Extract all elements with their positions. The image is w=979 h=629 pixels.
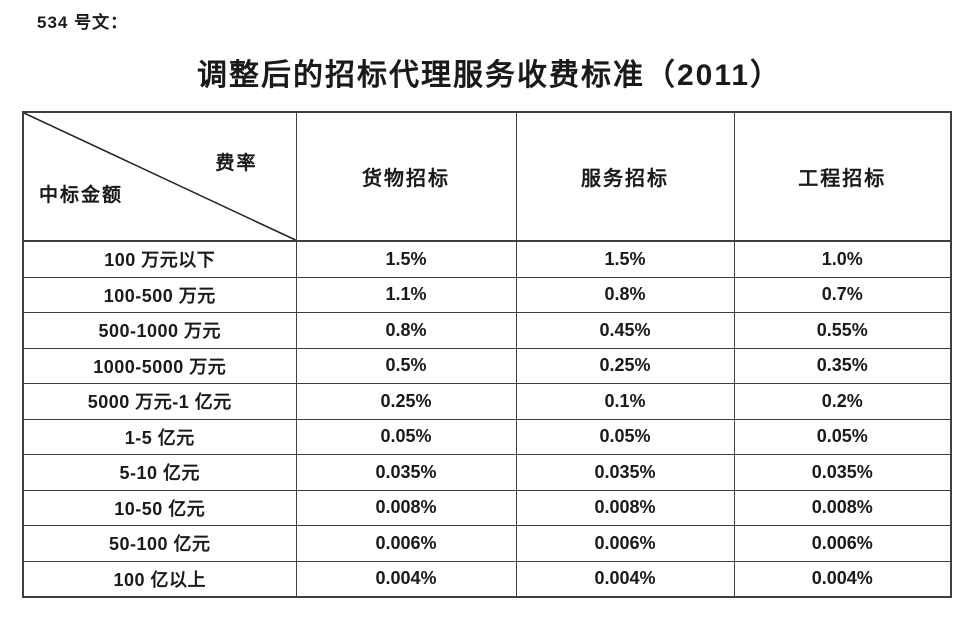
row-label: 10-50 亿元 [22, 489, 297, 526]
fee-cell: 0.05% [515, 418, 735, 455]
fee-cell: 0.05% [733, 418, 952, 455]
row-label: 500-1000 万元 [22, 312, 297, 349]
fee-cell: 0.8% [515, 276, 735, 313]
row-label: 1000-5000 万元 [22, 347, 297, 384]
fee-cell: 0.006% [515, 525, 735, 562]
fee-cell: 0.5% [295, 347, 517, 384]
diagonal-divider-line [24, 113, 296, 240]
doc-number-label: 534 号文： [37, 13, 129, 32]
row-label: 5000 万元-1 亿元 [22, 383, 297, 420]
row-label: 5-10 亿元 [22, 454, 297, 491]
fee-cell: 0.7% [733, 276, 952, 313]
fee-cell: 0.035% [733, 454, 952, 491]
fee-cell: 0.008% [515, 489, 735, 526]
corner-header-cell: 费率 中标金额 [22, 111, 297, 242]
fee-cell: 0.035% [515, 454, 735, 491]
row-label: 50-100 亿元 [22, 525, 297, 562]
row-label: 1-5 亿元 [22, 418, 297, 455]
fee-cell: 0.1% [515, 383, 735, 420]
table-header-row: 费率 中标金额 货物招标 服务招标 工程招标 [22, 111, 952, 242]
fee-cell: 0.25% [295, 383, 517, 420]
row-label: 100 亿以上 [22, 560, 297, 598]
table-row: 5000 万元-1 亿元 0.25% 0.1% 0.2% [22, 383, 952, 420]
table-row: 100 万元以下 1.5% 1.5% 1.0% [22, 240, 952, 278]
fee-cell: 0.004% [733, 560, 952, 598]
row-label: 100-500 万元 [22, 276, 297, 313]
fee-cell: 0.2% [733, 383, 952, 420]
fee-cell: 0.55% [733, 312, 952, 349]
fee-cell: 1.5% [515, 240, 735, 278]
fee-cell: 0.45% [515, 312, 735, 349]
column-header-engineering: 工程招标 [733, 111, 952, 242]
fee-cell: 0.004% [515, 560, 735, 598]
table-row: 500-1000 万元 0.8% 0.45% 0.55% [22, 312, 952, 349]
table-row: 50-100 亿元 0.006% 0.006% 0.006% [22, 525, 952, 562]
fee-cell: 0.35% [733, 347, 952, 384]
fee-cell: 0.05% [295, 418, 517, 455]
fee-table: 费率 中标金额 货物招标 服务招标 工程招标 100 万元以下 1.5% 1.5… [22, 111, 952, 598]
page-title: 调整后的招标代理服务收费标准（2011） [196, 59, 783, 92]
fee-cell: 0.008% [733, 489, 952, 526]
fee-cell: 0.008% [295, 489, 517, 526]
table-row: 100 亿以上 0.004% 0.004% 0.004% [22, 560, 952, 598]
corner-label-rate: 费率 [215, 153, 258, 174]
fee-cell: 0.004% [295, 560, 517, 598]
fee-cell: 0.8% [295, 312, 517, 349]
column-header-goods: 货物招标 [295, 111, 517, 242]
table-row: 1-5 亿元 0.05% 0.05% 0.05% [22, 418, 952, 455]
row-label: 100 万元以下 [22, 240, 297, 278]
corner-label-amount: 中标金额 [39, 185, 124, 206]
table-row: 100-500 万元 1.1% 0.8% 0.7% [22, 276, 952, 313]
fee-cell: 1.5% [295, 240, 517, 278]
fee-cell: 0.25% [515, 347, 735, 384]
table-row: 1000-5000 万元 0.5% 0.25% 0.35% [22, 347, 952, 384]
fee-cell: 1.0% [733, 240, 952, 278]
table-row: 10-50 亿元 0.008% 0.008% 0.008% [22, 489, 952, 526]
table-row: 5-10 亿元 0.035% 0.035% 0.035% [22, 454, 952, 491]
fee-cell: 0.006% [295, 525, 517, 562]
fee-cell: 0.035% [295, 454, 517, 491]
column-header-service: 服务招标 [515, 111, 735, 242]
fee-cell: 0.006% [733, 525, 952, 562]
fee-cell: 1.1% [295, 276, 517, 313]
